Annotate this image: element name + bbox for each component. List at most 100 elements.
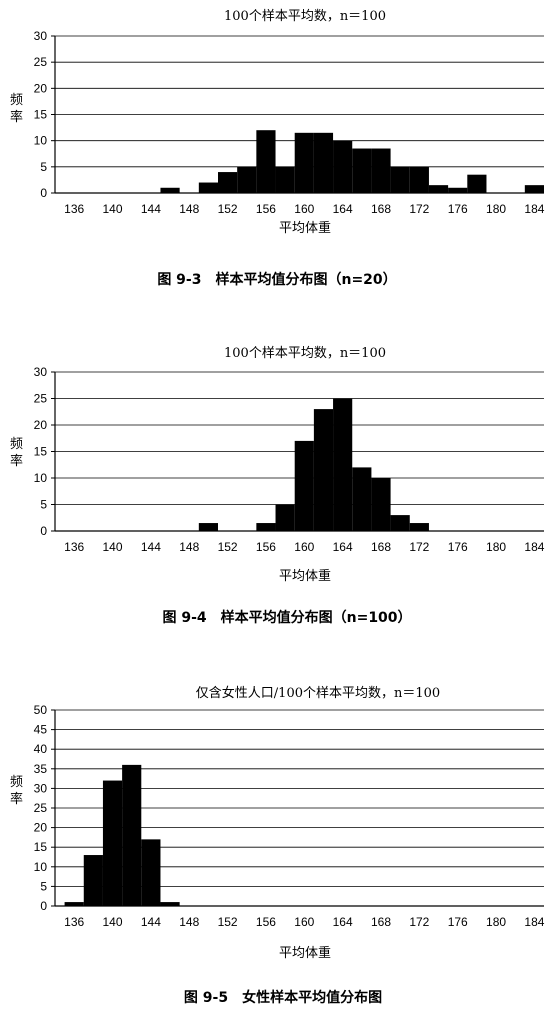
chart-1-ytick-label: 0 [40,186,47,200]
chart-2-ytick-label: 15 [34,445,48,459]
chart-2-bar [198,523,218,531]
chart-1-bar [467,174,487,193]
chart-1-ytick-label: 20 [34,81,48,95]
chart-1-bar [448,187,468,193]
chart-2: 100个样本平均数，n＝100 频 率 0 5 10 15 20 25 30 136 140 14… [10,346,545,626]
chart-2-caption: 图 9-4 样本平均值分布图（n=100） [162,609,411,626]
chart-1-bar [333,140,353,193]
chart-1-bar [294,132,314,193]
chart-1-xtick-label: 172 [409,202,429,216]
chart-2-xtick-label: 180 [486,540,506,554]
chart-2-ytick-label: 5 [40,498,47,512]
chart-2-xtick-label: 184 [524,540,544,554]
chart-1-xtick-label: 164 [333,202,353,216]
chart-1-xlabel: 平均体重 [279,220,331,236]
chart-1-xtick-label: 168 [371,202,391,216]
chart-1-xtick-label: 176 [448,202,468,216]
chart-1-ytick-label: 10 [34,134,48,148]
chart-2-ytick-label: 25 [34,392,48,406]
chart-1-title: 100个样本平均数，n＝100 [224,9,386,24]
chart-3-xtick-label: 160 [294,915,314,929]
chart-2-ylabel-1: 频 [10,437,23,452]
chart-2-bar [333,398,353,531]
chart-3-xtick-label: 136 [64,915,84,929]
chart-1-bar [428,185,449,193]
chart-1-xtick-label: 156 [256,202,276,216]
chart-1-bar [237,166,257,193]
chart-3-xtick-label: 168 [371,915,391,929]
chart-3-ytick-label: 30 [34,781,48,795]
chart-1-xtick-label: 140 [103,202,123,216]
chart-3-ytick-label: 10 [34,860,48,874]
chart-3-xtick-label: 144 [141,915,161,929]
chart-3-bar [83,855,103,906]
chart-3-xtick-label: 148 [179,915,199,929]
chart-2-bar [275,504,295,531]
chart-2-bar [313,409,334,531]
chart-1-bar [352,148,372,193]
chart-1-bar [198,182,218,193]
chart-1-bar [218,172,238,193]
chart-3-xtick-label: 176 [448,915,468,929]
chart-3-ytick-label: 40 [34,742,48,756]
chart-3-bar [102,780,123,906]
chart-2-bar [294,440,314,531]
chart-2-xtick-label: 144 [141,540,161,554]
chart-1-xtick-label: 160 [294,202,314,216]
chart-1-bar [256,130,276,193]
chart-3-xtick-label: 152 [218,915,238,929]
chart-3-bar [64,902,84,906]
chart-1-bar [160,187,180,193]
chart-3-ylabel-2: 率 [10,791,23,807]
chart-2-bar [409,523,429,531]
chart-3-xtick-label: 156 [256,915,276,929]
chart-3-xtick-label: 172 [409,915,429,929]
chart-2-ytick-label: 0 [40,524,47,538]
chart-1-bar [313,132,334,193]
chart-3-ytick-label: 25 [34,801,48,815]
chart-1-xtick-label: 152 [218,202,238,216]
chart-1-ytick-label: 25 [34,55,48,69]
chart-1-ytick-label: 5 [40,160,47,174]
chart-1-bar [409,166,429,193]
chart-1: 100个样本平均数，n＝100 频 率 0 5 10 15 20 25 30 136 140 14… [10,9,545,288]
chart-3-ytick-label: 50 [34,703,48,717]
chart-2-xtick-label: 164 [333,540,353,554]
chart-1-plot: 0 5 10 15 20 25 30 136 140 144 148 152 156 160 164 168 1… [34,29,545,216]
chart-2-ytick-label: 20 [34,418,48,432]
chart-2-plot: 0 5 10 15 20 25 30 136 140 144 148 152 156 160 164 168 1… [34,365,545,554]
chart-1-caption: 图 9-3 样本平均值分布图（n=20） [157,271,396,288]
chart-3-ytick-label: 5 [40,879,47,893]
chart-3-xlabel: 平均体重 [279,945,331,961]
chart-3-ytick-label: 35 [34,762,48,776]
chart-2-bar [352,467,372,531]
chart-3-bar [160,902,180,906]
chart-2-ylabel-2: 率 [10,453,23,469]
chart-1-ytick-label: 30 [34,29,48,43]
chart-3-title: 仅含女性人口/100个样本平均数，n＝100 [196,685,440,701]
chart-1-bar [275,166,295,193]
chart-3-ylabel-1: 频 [10,775,23,790]
chart-1-ytick-label: 15 [34,108,48,122]
chart-2-xtick-label: 176 [448,540,468,554]
chart-1-bar [371,148,391,193]
chart-3-xtick-label: 184 [524,915,544,929]
chart-2-xtick-label: 140 [103,540,123,554]
chart-1-xtick-label: 148 [179,202,199,216]
chart-2-ytick-label: 30 [34,365,48,379]
chart-3-xtick-label: 140 [103,915,123,929]
chart-2-bar [390,515,410,531]
chart-2-xtick-label: 156 [256,540,276,554]
chart-3-bar [141,839,161,906]
chart-3-plot: 0 5 10 15 20 25 30 35 40 45 50 136 140 144 148 152 156 16… [34,703,545,929]
chart-1-ylabel-2: 率 [10,109,23,125]
chart-1-xtick-label: 180 [486,202,506,216]
chart-2-bar [371,478,391,531]
chart-3-xtick-label: 164 [333,915,353,929]
chart-3: 仅含女性人口/100个样本平均数，n＝100 频 率 0 5 10 15 20 25 30 3… [10,685,545,1006]
chart-2-xlabel: 平均体重 [279,568,331,584]
chart-2-xtick-label: 160 [294,540,314,554]
chart-2-xtick-label: 168 [371,540,391,554]
chart-1-xtick-label: 144 [141,202,161,216]
